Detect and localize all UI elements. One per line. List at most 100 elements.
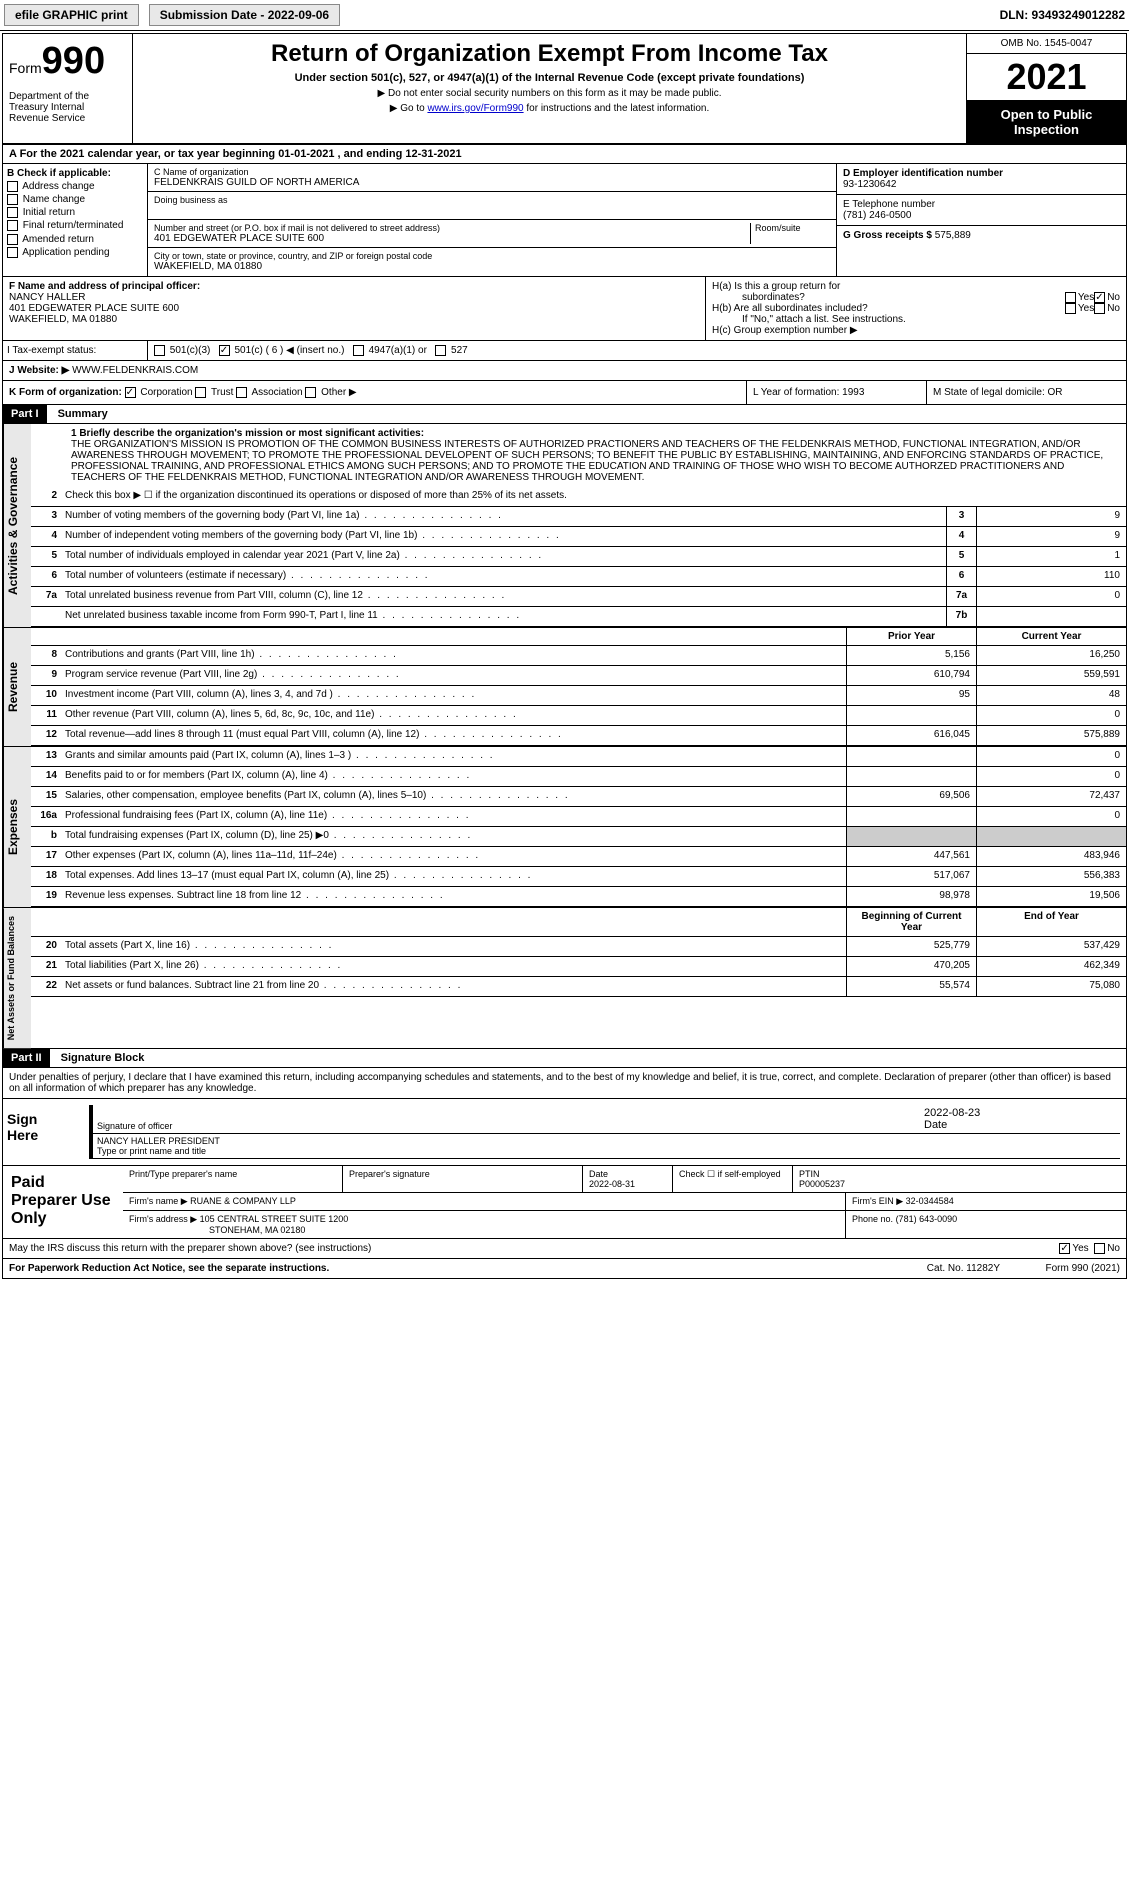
- check-amended-return[interactable]: Amended return: [7, 234, 143, 245]
- begin-value: 470,205: [846, 957, 976, 976]
- self-employed-check[interactable]: Check ☐ if self-employed: [673, 1166, 793, 1192]
- officer-name: NANCY HALLER: [9, 292, 699, 303]
- penalty-statement: Under penalties of perjury, I declare th…: [3, 1068, 1126, 1099]
- netassets-side-label: Net Assets or Fund Balances: [3, 908, 31, 1048]
- prior-value: 447,561: [846, 847, 976, 866]
- ha-yes-checkbox[interactable]: [1065, 292, 1076, 303]
- prior-value: 69,506: [846, 787, 976, 806]
- line-text: Total unrelated business revenue from Pa…: [61, 587, 946, 606]
- 501c-checkbox[interactable]: [219, 345, 230, 356]
- efile-print-button[interactable]: efile GRAPHIC print: [4, 4, 139, 26]
- line-text: Total liabilities (Part X, line 26): [61, 957, 846, 976]
- assoc-checkbox[interactable]: [236, 387, 247, 398]
- line-num: 13: [31, 747, 61, 766]
- mission-label: 1 Briefly describe the organization's mi…: [71, 428, 1120, 439]
- line-ref: 6: [946, 567, 976, 586]
- state-domicile: M State of legal domicile: OR: [926, 381, 1126, 404]
- phone-label: E Telephone number: [843, 199, 1120, 210]
- line-text: Grants and similar amounts paid (Part IX…: [61, 747, 846, 766]
- check-address-change[interactable]: Address change: [7, 181, 143, 192]
- line-text: Total fundraising expenses (Part IX, col…: [61, 827, 846, 846]
- other-checkbox[interactable]: [305, 387, 316, 398]
- current-value: [976, 827, 1126, 846]
- org-name: FELDENKRAIS GUILD OF NORTH AMERICA: [154, 177, 830, 188]
- irs-link[interactable]: www.irs.gov/Form990: [427, 103, 523, 114]
- ein-value: 93-1230642: [843, 179, 1120, 190]
- line-num: 5: [31, 547, 61, 566]
- line-ref: 3: [946, 507, 976, 526]
- firm-name-label: Firm's name ▶: [129, 1196, 188, 1206]
- end-value: 462,349: [976, 957, 1126, 976]
- line-num: 6: [31, 567, 61, 586]
- officer-addr1: 401 EDGEWATER PLACE SUITE 600: [9, 303, 699, 314]
- ha-no-checkbox[interactable]: [1094, 292, 1105, 303]
- officer-addr2: WAKEFIELD, MA 01880: [9, 314, 699, 325]
- hb-no-checkbox[interactable]: [1094, 303, 1105, 314]
- tax-exempt-label: I Tax-exempt status:: [3, 341, 148, 360]
- revenue-side-label: Revenue: [3, 628, 31, 746]
- paid-preparer-label: Paid Preparer Use Only: [3, 1166, 123, 1238]
- org-name-label: C Name of organization: [154, 167, 830, 177]
- line-num: 16a: [31, 807, 61, 826]
- check-application-pending[interactable]: Application pending: [7, 247, 143, 258]
- corp-checkbox[interactable]: [125, 387, 136, 398]
- begin-value: 55,574: [846, 977, 976, 996]
- preparer-sig-header: Preparer's signature: [343, 1166, 583, 1192]
- form-footer: Form 990 (2021): [1000, 1263, 1120, 1274]
- hb2-label: If "No," attach a list. See instructions…: [712, 314, 1120, 325]
- line-text: Number of voting members of the governin…: [61, 507, 946, 526]
- line-text: Revenue less expenses. Subtract line 18 …: [61, 887, 846, 906]
- line-ref: 4: [946, 527, 976, 546]
- current-value: 575,889: [976, 726, 1126, 745]
- line-value: 0: [976, 587, 1126, 606]
- begin-value: 525,779: [846, 937, 976, 956]
- year-formation: L Year of formation: 1993: [746, 381, 926, 404]
- discuss-yes-checkbox[interactable]: [1059, 1243, 1070, 1254]
- inspection-label: Open to Public Inspection: [967, 101, 1126, 143]
- firm-phone-label: Phone no.: [852, 1214, 893, 1224]
- 4947-checkbox[interactable]: [353, 345, 364, 356]
- line-text: Other revenue (Part VIII, column (A), li…: [61, 706, 846, 725]
- line-text: Other expenses (Part IX, column (A), lin…: [61, 847, 846, 866]
- mission-text: THE ORGANIZATION'S MISSION IS PROMOTION …: [71, 439, 1120, 483]
- line-num: 8: [31, 646, 61, 665]
- line-num: [31, 607, 61, 626]
- prior-value: [846, 827, 976, 846]
- line-num: 20: [31, 937, 61, 956]
- line-text: Benefits paid to or for members (Part IX…: [61, 767, 846, 786]
- hb-yes-checkbox[interactable]: [1065, 303, 1076, 314]
- line-text: Net unrelated business taxable income fr…: [61, 607, 946, 626]
- line-ref: 5: [946, 547, 976, 566]
- line-num: 19: [31, 887, 61, 906]
- line-num: 10: [31, 686, 61, 705]
- firm-addr-label: Firm's address ▶: [129, 1214, 197, 1224]
- firm-city: STONEHAM, MA 02180: [129, 1225, 305, 1235]
- form-prefix: Form: [9, 60, 42, 76]
- dept-label: Department of the Treasury Internal Reve…: [9, 91, 126, 124]
- line-text: Salaries, other compensation, employee b…: [61, 787, 846, 806]
- 501c3-checkbox[interactable]: [154, 345, 165, 356]
- check-name-change[interactable]: Name change: [7, 194, 143, 205]
- check-final-return[interactable]: Final return/terminated: [7, 220, 143, 231]
- discuss-no-checkbox[interactable]: [1094, 1243, 1105, 1254]
- sig-name: NANCY HALLER PRESIDENT: [97, 1136, 1116, 1146]
- officer-label: F Name and address of principal officer:: [9, 281, 699, 292]
- check-initial-return[interactable]: Initial return: [7, 207, 143, 218]
- period-row: A For the 2021 calendar year, or tax yea…: [3, 145, 1126, 164]
- instruction-1: ▶ Do not enter social security numbers o…: [139, 88, 960, 99]
- org-city: WAKEFIELD, MA 01880: [154, 261, 830, 272]
- trust-checkbox[interactable]: [195, 387, 206, 398]
- line-text: Total assets (Part X, line 16): [61, 937, 846, 956]
- line-text: Professional fundraising fees (Part IX, …: [61, 807, 846, 826]
- line-ref: 7b: [946, 607, 976, 626]
- line-num: 4: [31, 527, 61, 546]
- line-value: [976, 607, 1126, 626]
- 527-checkbox[interactable]: [435, 345, 446, 356]
- line-num: 14: [31, 767, 61, 786]
- dba-label: Doing business as: [154, 195, 830, 205]
- submission-date-button[interactable]: Submission Date - 2022-09-06: [149, 4, 340, 26]
- part2-header: Part II: [3, 1049, 50, 1067]
- prior-value: 610,794: [846, 666, 976, 685]
- line-value: 9: [976, 507, 1126, 526]
- current-value: 48: [976, 686, 1126, 705]
